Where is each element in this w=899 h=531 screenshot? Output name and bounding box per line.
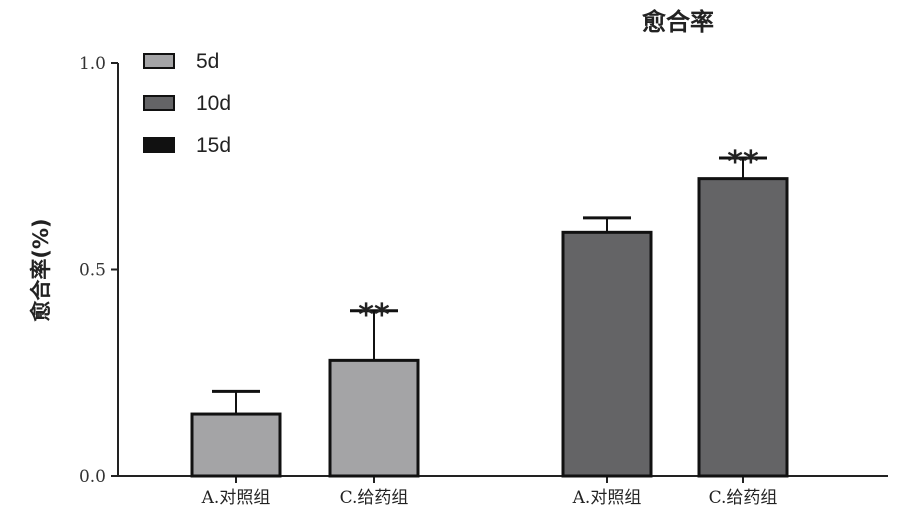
legend: 5d 10d 15d (143, 50, 231, 157)
category-label: C.给药组 (709, 488, 778, 508)
significance-label: ** (358, 298, 390, 333)
bars: A.对照组 C.给药组 ** A.对照组 C.给药组 ** (190, 145, 789, 508)
y-tick-label: 0.0 (79, 467, 106, 487)
bar (697, 177, 789, 478)
y-axis-label: 愈合率(%) (29, 218, 53, 321)
legend-label: 5d (196, 50, 219, 73)
legend-label: 15d (196, 134, 231, 157)
significance-label: ** (727, 145, 759, 180)
bar (190, 412, 282, 478)
y-tick-label: 1.0 (79, 54, 106, 74)
y-tick-label: 0.5 (79, 261, 106, 281)
chart-title: 愈合率 (642, 8, 714, 36)
category-label: C.给药组 (340, 488, 409, 508)
legend-swatch (143, 53, 175, 69)
category-label: A.对照组 (201, 488, 271, 508)
legend-label: 10d (196, 92, 231, 115)
category-label: A.对照组 (572, 488, 642, 508)
legend-swatch (143, 137, 175, 153)
bar (328, 358, 420, 478)
legend-swatch (143, 95, 175, 111)
bar (561, 230, 653, 478)
